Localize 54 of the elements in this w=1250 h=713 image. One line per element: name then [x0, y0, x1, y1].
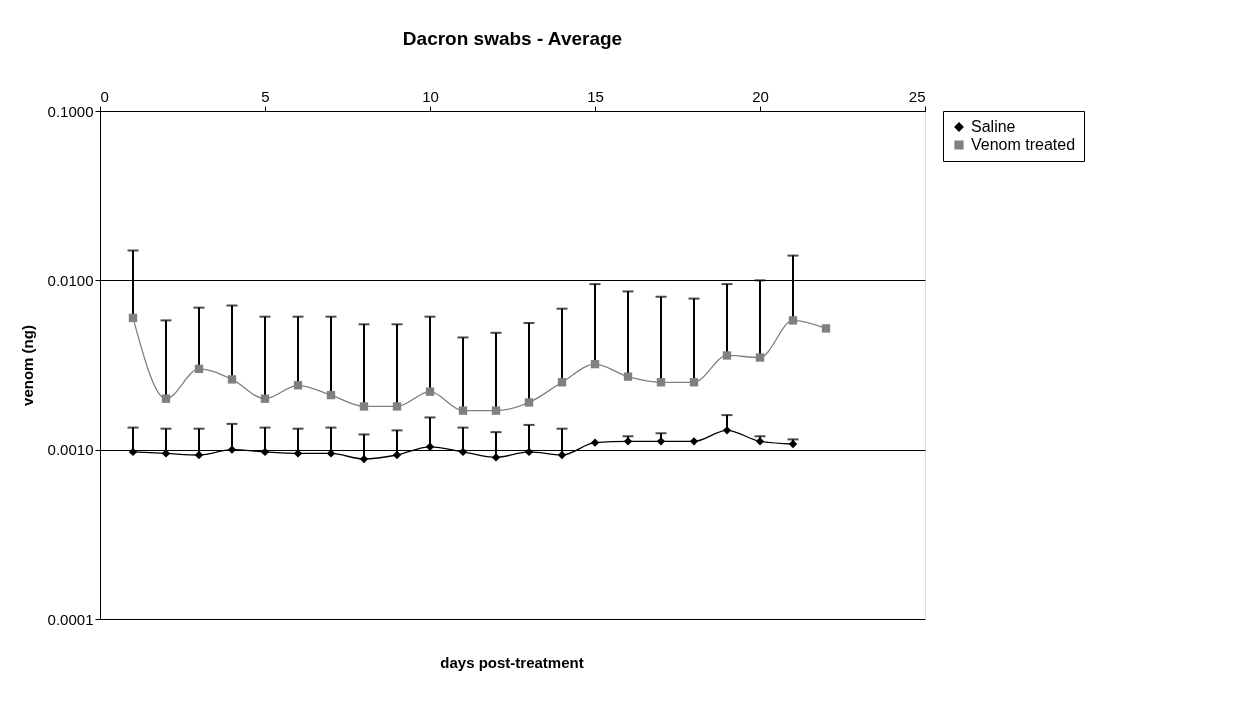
point: [656, 437, 666, 446]
point: [689, 437, 699, 446]
y-tick-label: 0.0001: [47, 610, 94, 628]
y-axis-title: venom (ng): [18, 325, 36, 406]
point: [491, 453, 501, 462]
point: [392, 402, 402, 411]
point: [260, 447, 270, 457]
point: [755, 353, 765, 362]
x-tick-label: 15: [587, 87, 604, 105]
legend-label: Saline: [971, 118, 1016, 135]
point: [788, 316, 798, 325]
point: [722, 351, 732, 360]
point: [821, 324, 831, 333]
point: [755, 437, 765, 446]
point: [590, 359, 600, 369]
x-tick-label: 5: [261, 87, 270, 105]
point: [623, 372, 633, 381]
x-axis-title: days post-treatment: [440, 654, 584, 671]
point: [392, 450, 402, 460]
point: [689, 378, 699, 387]
point: [590, 438, 600, 447]
chart-title: Dacron swabs - Average: [402, 28, 623, 49]
x-tick-label: 10: [422, 87, 439, 105]
point: [128, 313, 138, 323]
x-tick-label: 20: [752, 87, 769, 105]
point: [425, 442, 435, 451]
point: [161, 394, 171, 403]
point: [326, 390, 336, 400]
y-tick-label: 0.0100: [47, 271, 94, 289]
point: [524, 447, 534, 457]
point: [722, 426, 732, 435]
y-tick-label: 0.0010: [47, 441, 94, 459]
point: [194, 364, 204, 374]
x-tick-label: 25: [908, 87, 926, 105]
legend-label: Venom treated: [971, 136, 1076, 153]
point: [458, 406, 468, 415]
point: [557, 378, 567, 387]
point: [623, 437, 633, 446]
point: [260, 394, 270, 403]
y-tick-label: 0.1000: [47, 102, 94, 120]
point: [425, 387, 435, 396]
point: [227, 375, 237, 384]
point: [293, 381, 303, 390]
x-tick-label: 0: [100, 87, 109, 105]
point: [491, 406, 501, 415]
point: [194, 450, 204, 460]
point: [359, 402, 369, 411]
point: [128, 447, 138, 457]
point: [227, 445, 237, 454]
point: [557, 450, 567, 460]
point: [524, 398, 534, 407]
point: [656, 378, 666, 387]
point: [788, 439, 798, 449]
point: [458, 447, 468, 457]
